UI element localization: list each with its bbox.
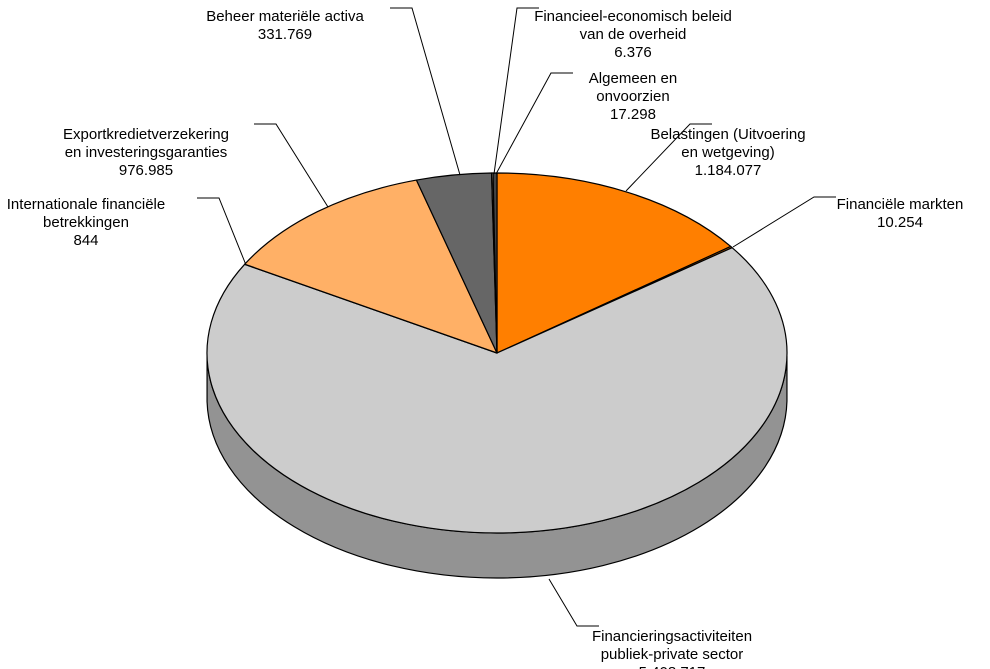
slice-value: 17.298 bbox=[610, 106, 656, 123]
slice-value: 331.769 bbox=[258, 26, 312, 43]
pie-slices bbox=[206, 172, 788, 534]
slice-name: Algemeen en bbox=[589, 70, 677, 87]
slice-label: Financiële markten 10.254 bbox=[837, 196, 964, 231]
slice-value: 5.408.717 bbox=[639, 664, 706, 669]
leader-line bbox=[548, 578, 599, 627]
leader-line bbox=[390, 7, 461, 176]
pie-slice bbox=[496, 172, 732, 354]
slice-name: Exportkredietverzekering bbox=[63, 126, 229, 143]
leader-line bbox=[493, 7, 539, 175]
slice-value: 6.376 bbox=[614, 44, 652, 61]
leader-line bbox=[732, 196, 836, 248]
leader-line bbox=[495, 72, 573, 175]
slice-label: Financieringsactiviteiten publiek-private… bbox=[592, 628, 752, 669]
slice-label: Beheer materiële activa 331.769 bbox=[206, 8, 364, 43]
slice-name: en investeringsgaranties bbox=[65, 144, 228, 161]
slice-label: Belastingen (Uitvoering en wetgeving) 1.18… bbox=[650, 126, 805, 179]
slice-label: Internationale financiële betrekkingen 844 bbox=[7, 196, 165, 249]
leader-line bbox=[254, 123, 329, 208]
leader-line bbox=[625, 123, 712, 192]
slice-value: 844 bbox=[73, 232, 98, 249]
slice-name: Financiële markten bbox=[837, 196, 964, 213]
slice-label: Exportkredietverzekering en investeringsg… bbox=[63, 126, 229, 179]
slice-name: Beheer materiële activa bbox=[206, 8, 364, 25]
slice-value: 10.254 bbox=[877, 214, 923, 231]
slice-name: van de overheid bbox=[580, 26, 687, 43]
slice-name: publiek-private sector bbox=[601, 646, 744, 663]
slice-labels: Belastingen (Uitvoering en wetgeving) 1.18… bbox=[7, 8, 964, 669]
slice-value: 1.184.077 bbox=[695, 162, 762, 179]
slice-label: Algemeen en onvoorzien 17.298 bbox=[589, 70, 677, 123]
slice-name: Internationale financiële bbox=[7, 196, 165, 213]
leader-line bbox=[197, 197, 247, 266]
pie-slice bbox=[244, 179, 498, 354]
slice-label: Financieel-economisch beleid van de overh… bbox=[534, 8, 732, 61]
slice-name: Financieel-economisch beleid bbox=[534, 8, 732, 25]
slice-name: Financieringsactiviteiten bbox=[592, 628, 752, 645]
slice-name: en wetgeving) bbox=[681, 144, 774, 161]
slice-value: 976.985 bbox=[119, 162, 173, 179]
slice-name: onvoorzien bbox=[596, 88, 669, 105]
leader-lines bbox=[197, 7, 836, 627]
slice-name: betrekkingen bbox=[43, 214, 129, 231]
pie-slice bbox=[206, 247, 788, 534]
slice-name: Belastingen (Uitvoering bbox=[650, 126, 805, 143]
